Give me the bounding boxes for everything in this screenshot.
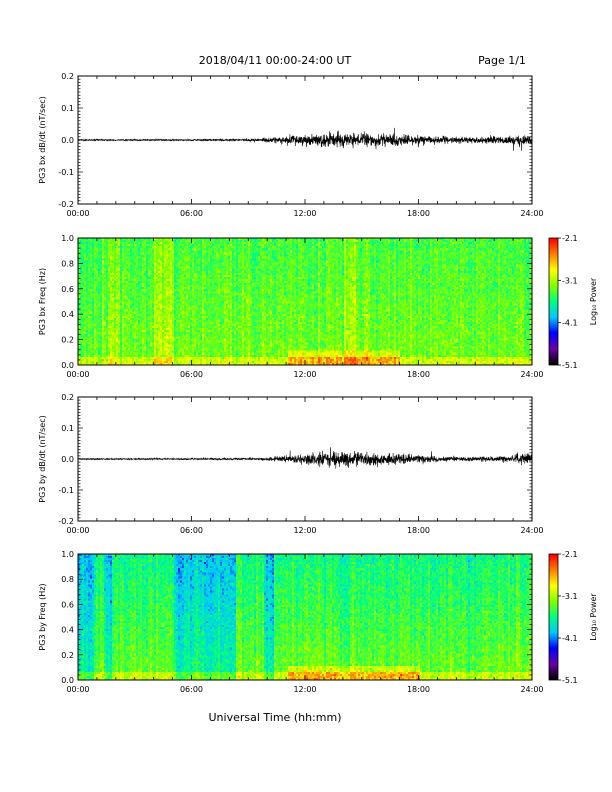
y-tick-label: -0.2 bbox=[58, 200, 74, 209]
y-axis-label: PG3 by dB/dt (nT/sec) bbox=[38, 415, 47, 502]
panel-by-spectrogram: -2.1 -3.1 -4.1 -5.1 Log₁₀ Power 00:00 06:00 12:… bbox=[38, 550, 598, 694]
x-tick-label: 24:00 bbox=[520, 526, 543, 535]
x-tick-label: 24:00 bbox=[520, 370, 543, 379]
colorbar-tick-label: -5.1 bbox=[562, 676, 578, 685]
x-tick-label: 06:00 bbox=[180, 526, 203, 535]
y-tick-label: 1.0 bbox=[61, 550, 74, 559]
x-tick-label: 12:00 bbox=[293, 526, 316, 535]
y-tick-label: 0.8 bbox=[61, 259, 74, 268]
y-tick-label: 0.1 bbox=[61, 104, 74, 113]
colorbar-tick-label: -2.1 bbox=[562, 234, 578, 243]
y-axis-label: PG3 by Freq (Hz) bbox=[38, 583, 47, 650]
y-tick-label: 0.0 bbox=[61, 361, 74, 370]
colorbar-frame bbox=[548, 237, 559, 366]
figure-title: 2018/04/11 00:00-24:00 UT bbox=[199, 54, 352, 67]
colorbar-tick-label: -3.1 bbox=[562, 592, 578, 601]
colorbar-label: Log₁₀ Power bbox=[589, 593, 598, 641]
y-tick-label: 0.0 bbox=[61, 676, 74, 685]
colorbar-frame bbox=[548, 553, 559, 681]
colorbar bbox=[549, 554, 558, 680]
page-indicator: Page 1/1 bbox=[478, 54, 526, 67]
y-axis-label: PG3 bx dB/dt (nT/sec) bbox=[38, 96, 47, 183]
x-tick-label: 24:00 bbox=[520, 209, 543, 218]
y-tick-label: 0.1 bbox=[61, 424, 74, 433]
x-tick-label: 24:00 bbox=[520, 685, 543, 694]
y-tick-label: 0.2 bbox=[61, 336, 74, 345]
spectrogram-image bbox=[78, 554, 532, 680]
y-tick-label: -0.2 bbox=[58, 517, 74, 526]
x-tick-label: 12:00 bbox=[293, 209, 316, 218]
y-tick-label: 0.8 bbox=[61, 575, 74, 584]
x-tick-label: 06:00 bbox=[180, 685, 203, 694]
y-tick-label: -0.1 bbox=[58, 168, 74, 177]
y-axis-label: PG3 bx Freq (Hz) bbox=[38, 268, 47, 335]
x-tick-label: 06:00 bbox=[180, 370, 203, 379]
colorbar bbox=[549, 238, 558, 365]
x-tick-label: 12:00 bbox=[293, 370, 316, 379]
colorbar-tick-label: -4.1 bbox=[562, 319, 578, 328]
y-tick-label: 0.2 bbox=[61, 393, 74, 402]
y-tick-label: 0.2 bbox=[61, 651, 74, 660]
y-tick-label: 0.4 bbox=[61, 626, 74, 635]
y-tick-label: 1.0 bbox=[61, 234, 74, 243]
x-tick-label: 18:00 bbox=[407, 209, 430, 218]
panel-by-waveform: 00:00 06:00 12:00 18:00 24:00 0.2 0.1 0.0 -0.1 -0… bbox=[38, 393, 544, 535]
colorbar-tick-label: -3.1 bbox=[562, 276, 578, 285]
colorbar-tick-label: -4.1 bbox=[562, 634, 578, 643]
waveform-trace bbox=[77, 127, 533, 151]
panel-bx-spectrogram: -2.1 -3.1 -4.1 -5.1 Log₁₀ Power 00:00 06:00 12:… bbox=[38, 234, 598, 379]
spectrogram-image bbox=[78, 238, 532, 365]
y-tick-label: 0.6 bbox=[61, 285, 74, 294]
x-tick-label: 18:00 bbox=[407, 370, 430, 379]
panel-bx-waveform: 00:00 06:00 12:00 18:00 24:00 0.2 0.1 0.0 -0.1 -0… bbox=[38, 72, 544, 218]
x-tick-label: 18:00 bbox=[407, 526, 430, 535]
x-tick-label: 12:00 bbox=[293, 685, 316, 694]
colorbar-tick-label: -5.1 bbox=[562, 361, 578, 370]
x-tick-label: 00:00 bbox=[66, 526, 89, 535]
colorbar-tick-label: -2.1 bbox=[562, 550, 578, 559]
x-tick-label: 18:00 bbox=[407, 685, 430, 694]
y-tick-label: 0.6 bbox=[61, 600, 74, 609]
y-tick-label: 0.2 bbox=[61, 72, 74, 81]
y-tick-label: -0.1 bbox=[58, 486, 74, 495]
x-axis-label: Universal Time (hh:mm) bbox=[209, 711, 342, 724]
x-tick-label: 06:00 bbox=[180, 209, 203, 218]
colorbar-label: Log₁₀ Power bbox=[589, 277, 598, 325]
y-tick-label: 0.0 bbox=[61, 455, 74, 464]
x-tick-label: 00:00 bbox=[66, 370, 89, 379]
y-tick-label: 0.4 bbox=[61, 310, 74, 319]
x-tick-label: 00:00 bbox=[66, 685, 89, 694]
y-tick-label: 0.0 bbox=[61, 136, 74, 145]
waveform-trace bbox=[77, 447, 533, 469]
x-tick-label: 00:00 bbox=[66, 209, 89, 218]
